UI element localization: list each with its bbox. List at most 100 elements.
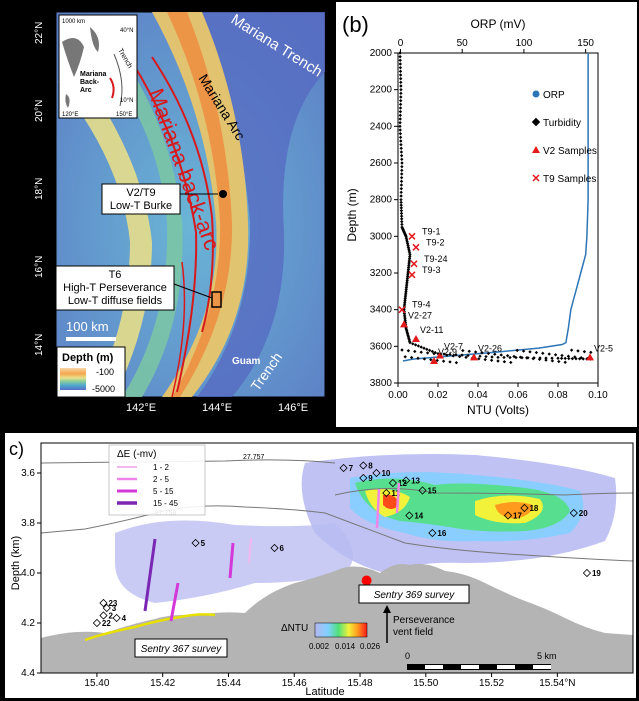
station-marker	[418, 486, 427, 495]
turbidity-point	[509, 360, 513, 365]
turbidity-point	[422, 357, 427, 361]
lat-tick-label: 15.42	[150, 678, 175, 689]
v2-sample-label: V2-26	[478, 343, 502, 353]
turbidity-point	[429, 358, 433, 362]
turbidity-point	[496, 359, 500, 363]
station-label: 23	[108, 599, 117, 608]
orp-axis-title: ORP (mV)	[470, 17, 525, 31]
turbidity-point	[422, 346, 426, 350]
isopycnal-27757	[40, 459, 336, 464]
y-tick-label: 2000	[370, 48, 393, 59]
station-label: 3	[112, 604, 117, 613]
lon-tick: 146°E	[278, 402, 309, 414]
station-marker	[372, 468, 381, 478]
turbidity-point	[398, 54, 402, 59]
turbidity-point	[505, 353, 510, 358]
turbidity-point	[563, 356, 567, 361]
density-label-1: 27.757	[243, 454, 265, 461]
vent-label-2: vent field	[393, 627, 433, 638]
legend-label: Turbidity	[543, 118, 581, 129]
turbidity-point	[398, 135, 403, 140]
km-scale-5: 5 km	[537, 651, 557, 661]
depth-km-axis-title: Depth (km)	[10, 536, 22, 590]
panel-c-label: c)	[9, 439, 24, 459]
depth-tick-label: 3.6	[21, 468, 35, 479]
plot-area-b	[397, 52, 599, 384]
turbidity-point	[563, 360, 567, 364]
map-scale-text: 100 km	[66, 319, 109, 334]
v2-sample-marker	[412, 335, 420, 342]
de-stick	[248, 537, 252, 564]
depth-tick-label: 3.8	[21, 518, 35, 529]
de-stick	[395, 482, 401, 514]
plume-top-contour	[334, 487, 634, 496]
turbidity-point	[502, 360, 507, 364]
t9-sample-marker	[412, 243, 420, 251]
turbidity-point	[489, 358, 494, 362]
lat-tick-label: 15.40	[84, 678, 109, 689]
inset-scale: 1000 km	[62, 19, 85, 25]
station-marker	[191, 538, 200, 548]
turbidity-point	[411, 342, 415, 346]
map-scale-bar	[66, 337, 116, 341]
turbidity-point	[478, 354, 482, 358]
turbidity-point	[427, 348, 432, 353]
turbidity-point	[419, 350, 423, 354]
plume-orange-east	[495, 502, 533, 519]
v2-sample-marker	[586, 353, 594, 361]
turbidity-point	[399, 153, 404, 158]
y-tick-label: 2800	[370, 195, 393, 206]
turbidity-point	[531, 356, 535, 361]
lat-tick-label: 15.44	[216, 678, 241, 689]
legend-v2-marker	[532, 146, 540, 153]
lat-tick: 14°N	[34, 333, 45, 356]
de-stick	[143, 538, 157, 612]
station-label: 15	[428, 487, 437, 496]
ntu-axis-title: NTU (Volts)	[467, 403, 529, 417]
orp-tick-label: 150	[577, 38, 594, 49]
turbidity-point	[499, 353, 503, 357]
turbidity-point	[399, 183, 404, 187]
ntu-tick-label: 0.00	[388, 390, 408, 401]
site-perseverance-leader	[173, 283, 213, 299]
ntu-colorbar-title: ΔNTU	[281, 623, 308, 634]
turbidity-point	[399, 142, 403, 147]
panel-c-section: c) Latitude Depth (km)	[5, 433, 636, 698]
turbidity-point	[398, 102, 403, 107]
label-guam: Guam	[232, 356, 260, 367]
station-label: 2	[108, 612, 113, 621]
de-stick	[228, 542, 235, 579]
turbidity-point	[589, 350, 593, 355]
sentry-369-label: Sentry 369 survey	[374, 590, 456, 601]
turbidity-point	[544, 356, 548, 360]
turbidity-point	[466, 353, 470, 358]
v2-sample-marker	[470, 353, 478, 361]
y-tick-label: 2600	[370, 158, 393, 169]
arc-ridge-core	[167, 12, 233, 397]
y-tick-label: 3600	[370, 341, 393, 352]
turbidity-point	[399, 84, 403, 88]
turbidity-point	[398, 73, 403, 77]
turbidity-point	[464, 355, 468, 360]
station-marker	[112, 613, 121, 623]
legend-t9-marker	[532, 174, 540, 182]
lat-tick: 22°N	[34, 21, 45, 44]
de-legend-item: 1 - 2	[153, 463, 170, 472]
profile-chart: (b) ORP (mV) NTU (Volts) Depth (m) 20002…	[342, 12, 613, 417]
station-marker	[582, 568, 592, 578]
turbidity-point	[550, 356, 554, 360]
orp-profile-line	[402, 53, 589, 362]
turbidity-point	[399, 98, 403, 103]
turbidity-point	[399, 206, 403, 210]
inset-lat-top: 40°N	[120, 28, 133, 34]
station-marker	[520, 503, 529, 513]
v2-sample-label: V2-27	[408, 310, 432, 320]
turbidity-point	[496, 355, 500, 360]
turbidity-point	[398, 65, 403, 70]
turbidity-point	[425, 351, 430, 355]
inset-label-backarc-3: Arc	[80, 87, 92, 94]
ntu-tick-label: 0.04	[468, 390, 488, 401]
ntu-colorbar-bar	[314, 622, 368, 638]
